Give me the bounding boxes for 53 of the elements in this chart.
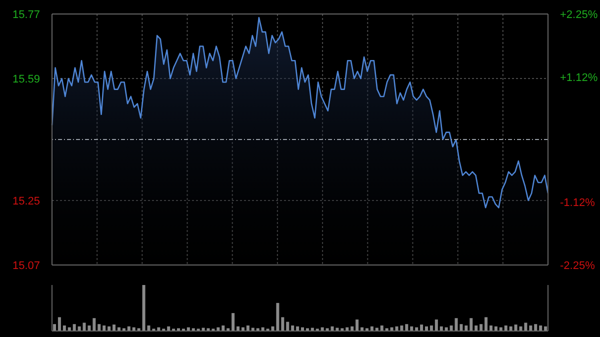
bar xyxy=(430,325,433,331)
bar xyxy=(58,317,61,331)
bar xyxy=(464,325,468,331)
bar xyxy=(524,322,528,331)
bar xyxy=(286,322,290,331)
bar xyxy=(365,328,368,331)
bar xyxy=(92,318,96,331)
y2-tick-label: +1.12% xyxy=(560,72,598,84)
bar xyxy=(72,324,76,331)
bar xyxy=(53,324,56,331)
bar xyxy=(489,325,492,331)
y-tick-label: 15.07 xyxy=(12,260,40,272)
bar xyxy=(385,328,388,331)
bar xyxy=(112,324,116,331)
y-tick-label: 15.77 xyxy=(12,9,40,21)
bar xyxy=(470,318,473,331)
bar xyxy=(380,325,384,331)
bar xyxy=(434,320,438,331)
bar xyxy=(534,324,538,331)
y-tick-label: 15.59 xyxy=(12,74,40,86)
y2-tick-label: +2.25% xyxy=(560,9,598,21)
bar xyxy=(232,313,235,331)
bar xyxy=(405,324,408,331)
bar xyxy=(222,325,225,331)
bar xyxy=(504,325,508,331)
bar xyxy=(281,317,284,331)
bar xyxy=(420,324,424,331)
bar xyxy=(474,325,478,331)
bar xyxy=(102,325,106,331)
bar xyxy=(256,328,260,331)
bar xyxy=(276,302,280,331)
bar xyxy=(480,324,483,331)
y2-tick-label: -2.25% xyxy=(560,260,596,272)
bar xyxy=(122,328,126,331)
bar xyxy=(450,325,453,331)
y-tick-label: 15.25 xyxy=(12,195,40,208)
bar xyxy=(137,328,140,331)
bar xyxy=(177,328,180,331)
bar xyxy=(291,325,294,331)
bar xyxy=(356,320,359,331)
bar xyxy=(246,325,250,331)
bar xyxy=(400,325,404,331)
bar xyxy=(539,325,542,331)
bar xyxy=(326,328,329,331)
bar xyxy=(529,325,532,331)
bar xyxy=(484,317,488,331)
bar xyxy=(98,324,101,331)
y2-tick-label: -1.12% xyxy=(560,196,596,209)
bar xyxy=(226,328,230,331)
bar xyxy=(306,328,309,331)
bar xyxy=(62,325,66,331)
bar xyxy=(340,328,344,331)
bar xyxy=(192,328,195,331)
